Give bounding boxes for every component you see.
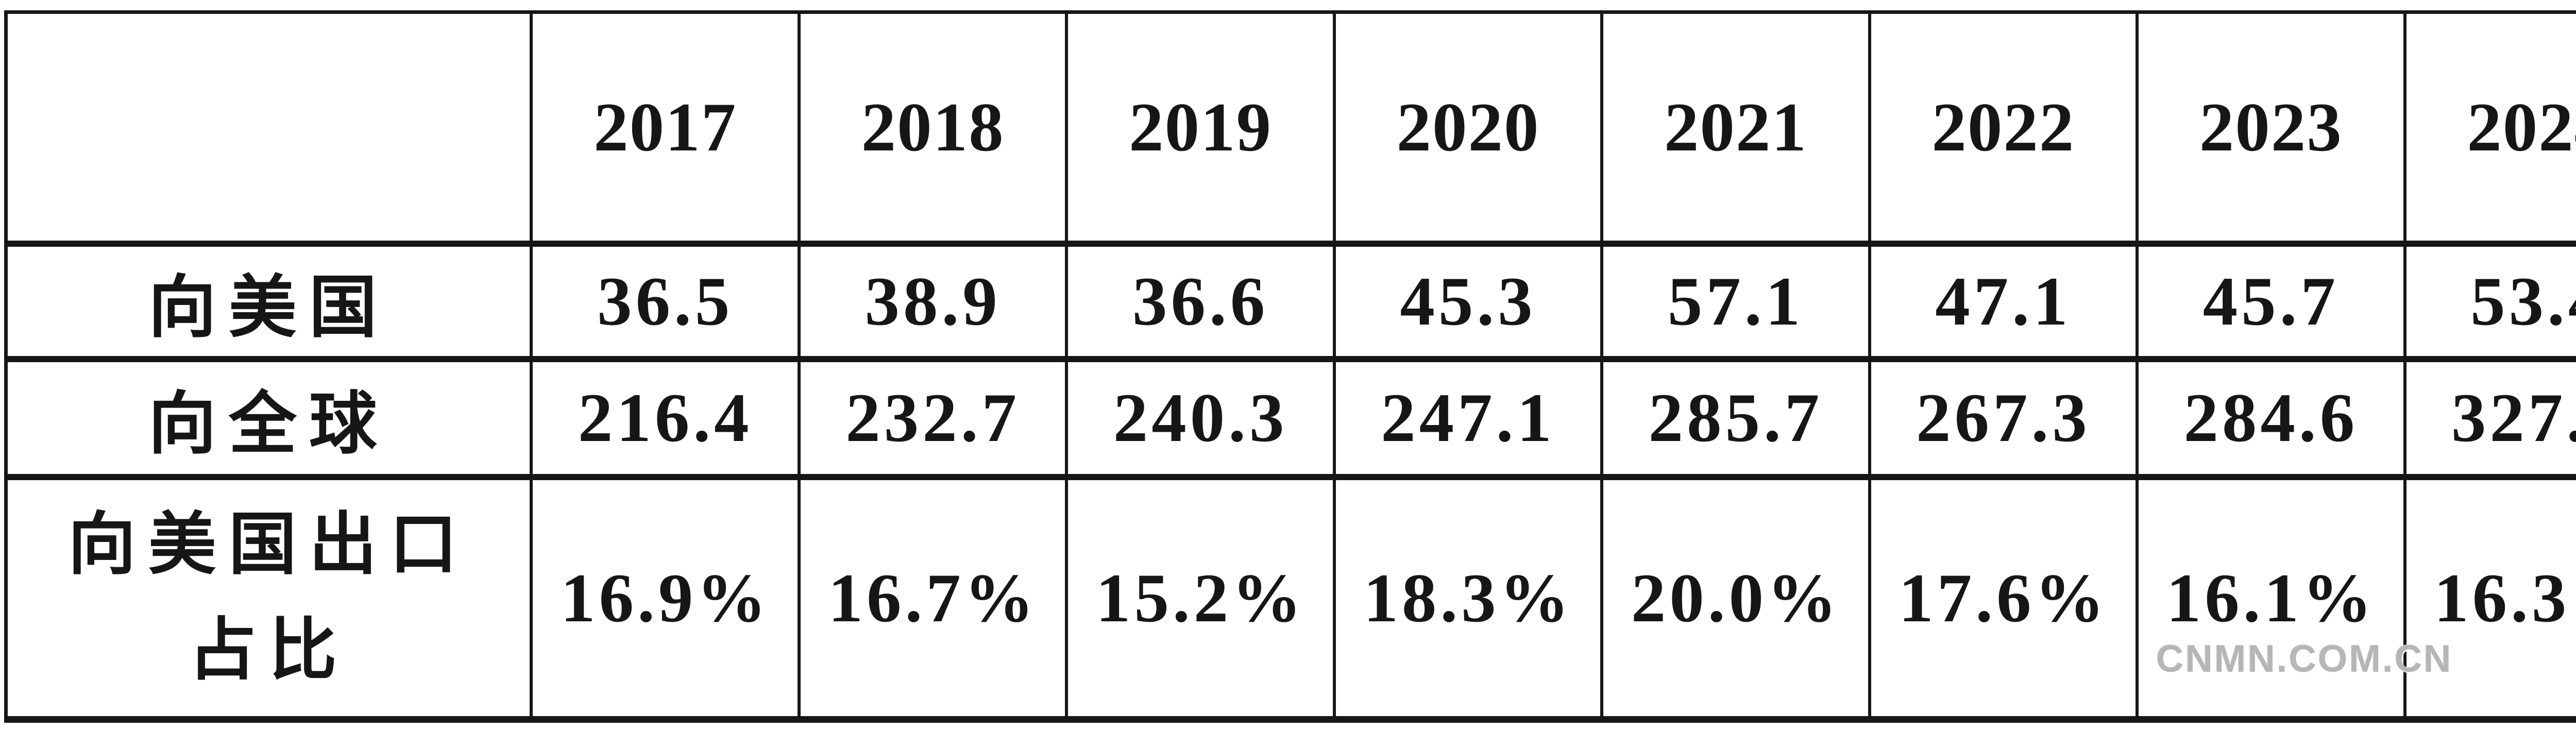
col-header-2018: 2018 — [800, 14, 1069, 247]
table-cell: 36.5 — [533, 247, 801, 362]
header-row: 2017 2018 2019 2020 2021 2022 2023 2024 … — [8, 14, 2576, 247]
table-cell: 57.1 — [1603, 247, 1871, 362]
row-label-to-world: 向全球 — [8, 362, 533, 480]
row-label-us-export-share: 向美国出口 占比 — [8, 480, 533, 716]
row-us-export-share: 向美国出口 占比 16.9% 16.7% 15.2% 18.3% 20.0% 1… — [8, 480, 2576, 716]
table-cell: 216.4 — [533, 362, 801, 480]
table-cell: 16.3% — [2406, 480, 2576, 716]
row-label-line2: 占比 — [188, 613, 349, 688]
table-cell: 47.1 — [1871, 247, 2139, 362]
table-cell: 16.7% — [801, 480, 1069, 716]
col-header-2017: 2017 — [533, 14, 801, 247]
row-to-world: 向全球 216.4 232.7 240.3 247.1 285.7 267.3 … — [8, 362, 2576, 480]
col-header-2023: 2023 — [2139, 14, 2406, 247]
row-label-line1: 向美国出口 — [67, 507, 470, 583]
table-cell: 36.6 — [1068, 247, 1336, 362]
col-header-2024: 2024 — [2406, 14, 2576, 247]
table-cell: 285.7 — [1603, 362, 1871, 480]
table-cell: 267.3 — [1871, 362, 2139, 480]
table-cell: 16.1% — [2139, 480, 2406, 716]
table-cell: 240.3 — [1068, 362, 1336, 480]
corner-cell — [8, 14, 533, 247]
col-header-2022: 2022 — [1871, 14, 2139, 247]
col-header-2019: 2019 — [1068, 14, 1336, 247]
table-cell: 17.6% — [1871, 480, 2139, 716]
table-cell: 284.6 — [2139, 362, 2406, 480]
table-cell: 45.7 — [2139, 247, 2406, 362]
table-cell: 38.9 — [800, 247, 1069, 362]
table-cell: 18.3% — [1336, 480, 1604, 716]
table-cell: 20.0% — [1603, 480, 1871, 716]
row-to-usa: 向美国 36.5 38.9 36.6 45.3 57.1 47.1 45.7 5… — [8, 247, 2576, 362]
table-cell: 247.1 — [1335, 362, 1604, 480]
table-cell: 16.9% — [533, 480, 801, 716]
row-label-to-usa: 向美国 — [8, 247, 533, 362]
table-cell: 45.3 — [1335, 247, 1604, 362]
col-header-2021: 2021 — [1603, 14, 1871, 247]
col-header-2020: 2020 — [1335, 14, 1604, 247]
export-statistics-table: 2017 2018 2019 2020 2021 2022 2023 2024 … — [4, 10, 2576, 723]
table-cell: 15.2% — [1068, 480, 1336, 716]
table-cell: 232.7 — [800, 362, 1069, 480]
table-cell: 53.4 — [2406, 247, 2576, 362]
site-watermark: CNMN.COM.CN — [2156, 637, 2453, 680]
table-cell: 327.9 — [2406, 362, 2576, 480]
